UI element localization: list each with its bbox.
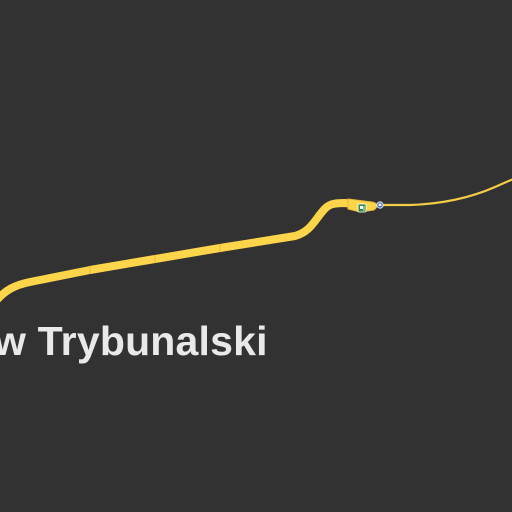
bus-stop-icon[interactable]	[376, 201, 384, 209]
major-road	[0, 199, 356, 303]
fuel-station-icon[interactable]	[357, 203, 367, 213]
minor-road	[374, 178, 512, 207]
place-label: w Trybunalski	[0, 318, 268, 364]
